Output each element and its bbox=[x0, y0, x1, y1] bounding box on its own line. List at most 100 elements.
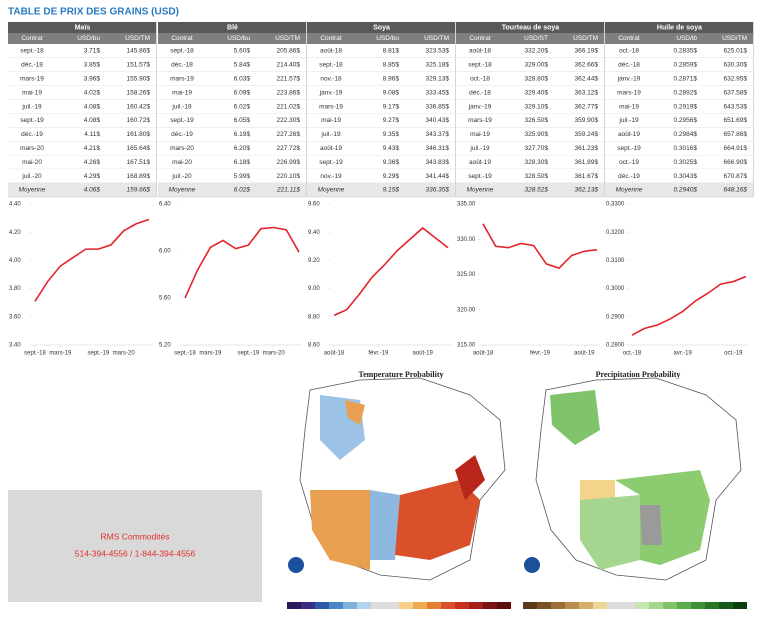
map-zone bbox=[640, 505, 662, 545]
x-tick-label: oct.-19 bbox=[724, 351, 743, 357]
table-cell: 328.80$ bbox=[525, 75, 549, 82]
table-cell: 336.35$ bbox=[426, 187, 450, 194]
column-label: USD/TM bbox=[573, 35, 598, 42]
table-cell: 632.95$ bbox=[724, 75, 748, 82]
column-label: Contrat bbox=[320, 35, 342, 42]
table-cell: sept.-19 bbox=[170, 117, 194, 124]
table-cell: 227.26$ bbox=[277, 131, 301, 138]
table-cell: 9.15$ bbox=[383, 187, 400, 194]
map-legend-swatch bbox=[427, 602, 441, 609]
table-cell: mai-19 bbox=[321, 117, 341, 124]
table-row bbox=[605, 71, 753, 86]
table-cell: 5.99$ bbox=[234, 173, 251, 180]
column-label: USD/ST bbox=[524, 35, 548, 42]
table-row bbox=[456, 44, 604, 58]
map-legend-swatch bbox=[357, 602, 371, 609]
table-cell: 670.87$ bbox=[724, 173, 748, 180]
table-cell: janv.-19 bbox=[617, 75, 641, 82]
x-tick-label: mars-20 bbox=[263, 351, 286, 357]
table-cell: 9.27$ bbox=[383, 117, 400, 124]
map-legend-swatch bbox=[483, 602, 497, 609]
table-cell: 4.06$ bbox=[84, 187, 101, 194]
table-row bbox=[158, 99, 306, 114]
x-tick-label: sept.-18 bbox=[24, 351, 46, 357]
table-cell: 328.52$ bbox=[525, 187, 549, 194]
table-cell: oct.-18 bbox=[470, 75, 490, 82]
group-name: Maïs bbox=[75, 24, 91, 31]
y-tick-label: 315.00 bbox=[457, 343, 476, 349]
map-legend-swatch bbox=[315, 602, 329, 609]
map-legend-swatch bbox=[371, 602, 385, 609]
table-row bbox=[8, 127, 156, 142]
y-tick-label: 335.00 bbox=[457, 202, 476, 208]
table-row bbox=[605, 44, 753, 58]
group-name: Soya bbox=[373, 24, 390, 31]
table-cell: 666.90$ bbox=[724, 159, 748, 166]
table-row bbox=[158, 71, 306, 86]
table-cell: août-18 bbox=[320, 48, 342, 55]
table-cell: 343.37$ bbox=[426, 131, 450, 138]
price-line bbox=[482, 223, 598, 270]
table-row bbox=[456, 183, 604, 197]
table-row bbox=[307, 57, 455, 72]
table-cell: mars-20 bbox=[20, 145, 44, 152]
table-cell: Moyenne bbox=[616, 187, 643, 194]
table-cell: 0.2871$ bbox=[674, 75, 698, 82]
y-tick-label: 8.80 bbox=[308, 314, 320, 320]
y-tick-label: 0.2900 bbox=[606, 314, 625, 320]
table-cell: août-19 bbox=[320, 145, 342, 152]
map-legend-swatch bbox=[579, 602, 593, 609]
table-cell: 160.42$ bbox=[127, 103, 151, 110]
noaa-logo bbox=[524, 557, 540, 573]
y-tick-label: 8.60 bbox=[308, 343, 320, 349]
table-cell: 630.30$ bbox=[724, 62, 748, 69]
map-legend-swatch bbox=[537, 602, 551, 609]
map-zone bbox=[395, 480, 480, 560]
table-cell: 4.26$ bbox=[84, 159, 101, 166]
table-cell: 329.00$ bbox=[525, 62, 549, 69]
map-legend-swatch bbox=[343, 602, 357, 609]
table-cell: 220.10$ bbox=[277, 173, 301, 180]
table-row bbox=[158, 141, 306, 156]
table-cell: 9.35$ bbox=[383, 131, 400, 138]
table-cell: 6.05$ bbox=[234, 117, 251, 124]
table-cell: 361.67$ bbox=[575, 173, 599, 180]
table-cell: 4.21$ bbox=[84, 145, 101, 152]
table-cell: déc.-19 bbox=[618, 173, 640, 180]
table-cell: 9.08$ bbox=[383, 89, 400, 96]
map-legend-swatch bbox=[719, 602, 733, 609]
column-label: Contrat bbox=[618, 35, 640, 42]
table-cell: mai-19 bbox=[470, 131, 490, 138]
table-cell: 155.90$ bbox=[127, 75, 151, 82]
table-cell: 326.50$ bbox=[525, 117, 549, 124]
y-tick-label: 3.40 bbox=[9, 343, 21, 349]
table-row bbox=[307, 44, 455, 58]
table-cell: 6.09$ bbox=[234, 89, 251, 96]
table-cell: 328.50$ bbox=[525, 173, 549, 180]
table-cell: 637.58$ bbox=[724, 89, 748, 96]
table-cell: janv.-19 bbox=[468, 103, 492, 110]
y-tick-label: 9.60 bbox=[308, 202, 320, 208]
x-tick-label: mars-19 bbox=[199, 351, 222, 357]
table-row bbox=[158, 183, 306, 197]
table-cell: 657.86$ bbox=[724, 131, 748, 138]
table-cell: 362.77$ bbox=[575, 103, 599, 110]
price-line bbox=[333, 226, 449, 317]
group-header bbox=[605, 22, 753, 33]
map-legend-swatch bbox=[663, 602, 677, 609]
table-cell: 6.19$ bbox=[234, 131, 251, 138]
table-cell: 8.85$ bbox=[383, 62, 400, 69]
price-line bbox=[34, 218, 150, 302]
table-row bbox=[456, 169, 604, 183]
table-row bbox=[605, 183, 753, 197]
table-row bbox=[307, 141, 455, 156]
table-cell: sept.-19 bbox=[319, 159, 343, 166]
map-legend-swatch bbox=[441, 602, 455, 609]
table-cell: Moyenne bbox=[318, 187, 345, 194]
map-legend-swatch bbox=[413, 602, 427, 609]
table-cell: 359.90$ bbox=[575, 117, 599, 124]
table-cell: 341.44$ bbox=[426, 173, 450, 180]
map-legend-swatch bbox=[287, 602, 301, 609]
table-cell: juil.-20 bbox=[171, 173, 192, 180]
y-tick-label: 3.80 bbox=[9, 286, 21, 292]
